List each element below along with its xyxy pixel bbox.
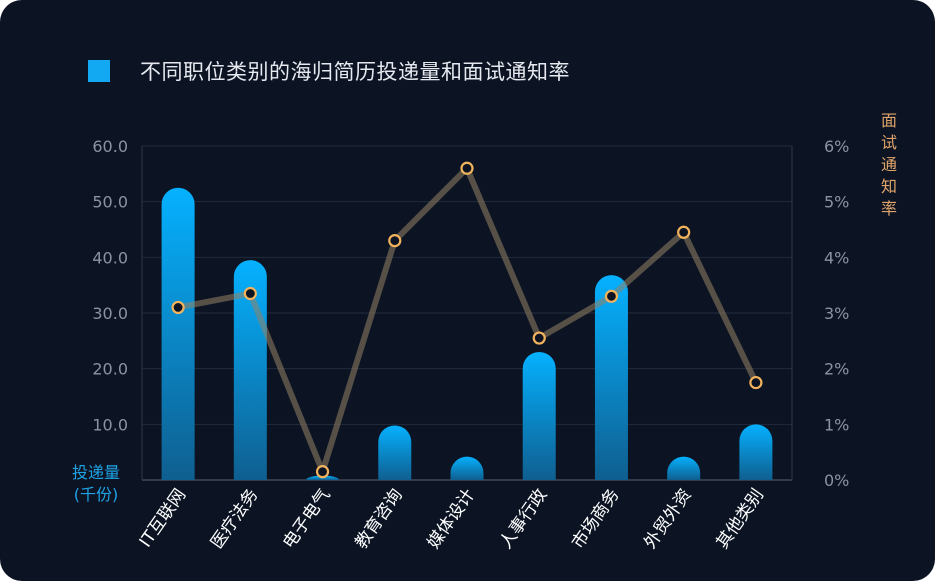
y-right-axis-title: 面试通知率 — [880, 111, 897, 218]
right-tick-label: 6% — [824, 137, 849, 156]
category-label: 人事行政 — [496, 485, 551, 552]
legend-swatch — [88, 60, 110, 82]
category-label: 媒体设计 — [424, 485, 479, 552]
category-label: 教育咨询 — [351, 485, 406, 552]
left-tick-label: 30.0 — [92, 304, 128, 323]
rate-point — [532, 331, 546, 345]
right-tick-label: 3% — [824, 304, 849, 323]
y-left-axis-title: 投递量 (千份) — [71, 463, 120, 504]
left-tick-label: 40.0 — [92, 248, 128, 267]
rate-point — [604, 289, 619, 303]
left-tick-label: 10.0 — [92, 415, 128, 434]
bar — [450, 456, 484, 480]
rate-point — [749, 375, 763, 390]
right-axis-ticks: 6% 5% 4% 3% 2% 1% 0% — [824, 137, 849, 490]
rate-point — [677, 225, 691, 239]
left-tick-label: 60.0 — [92, 137, 128, 156]
category-label: 电子电气 — [279, 485, 334, 552]
right-tick-label: 1% — [824, 415, 849, 434]
category-label: 外贸外资 — [640, 485, 695, 552]
category-label: 其他类别 — [713, 485, 768, 552]
category-label: 市场商务 — [568, 485, 623, 552]
legend[interactable]: 不同职位类别的海归简历投递量和面试通知率 — [88, 58, 570, 84]
category-labels: IT互联网 医疗法务 电子电气 教育咨询 媒体设计 人事行政 市场商务 外贸外资 其他类别 — [136, 485, 768, 552]
left-tick-label: 20.0 — [92, 360, 128, 379]
left-tick-label: 50.0 — [92, 193, 128, 212]
bar — [161, 187, 195, 480]
bar — [739, 424, 773, 480]
line-series — [171, 161, 763, 479]
bar — [594, 275, 628, 480]
rate-point — [243, 286, 257, 301]
category-label: 医疗法务 — [207, 485, 262, 552]
rate-point — [460, 161, 474, 175]
bar — [667, 456, 701, 480]
bar — [378, 425, 412, 480]
bar — [522, 351, 556, 480]
category-label: IT互联网 — [136, 485, 190, 551]
legend-label: 不同职位类别的海归简历投递量和面试通知率 — [140, 60, 570, 84]
right-tick-label: 0% — [824, 471, 849, 490]
right-tick-label: 2% — [824, 360, 849, 379]
right-tick-label: 5% — [824, 193, 849, 212]
right-tick-label: 4% — [824, 248, 849, 267]
rate-point — [388, 234, 402, 248]
rate-point — [315, 465, 330, 479]
left-axis-ticks: 60.0 50.0 40.0 30.0 20.0 10.0 — [92, 137, 128, 434]
rate-point — [171, 300, 185, 315]
